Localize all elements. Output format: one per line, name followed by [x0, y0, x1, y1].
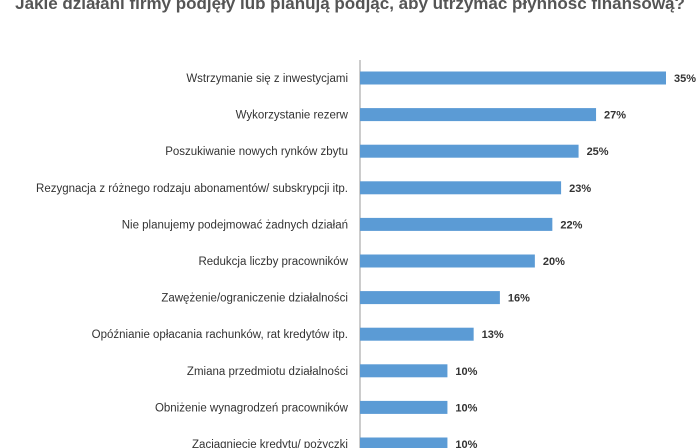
category-label: Wstrzymanie się z inwestycjami: [186, 73, 348, 85]
category-label: Wykorzystanie rezerw: [236, 110, 349, 122]
category-label: Zaciągnięcie kredytu/ pożyczki: [192, 439, 348, 448]
category-label: Nie planujemy podejmować żadnych działań: [122, 219, 348, 231]
bar: [360, 71, 666, 85]
bar: [360, 217, 553, 231]
value-label: 10%: [455, 366, 477, 378]
value-label: 35%: [674, 73, 696, 85]
category-label: Redukcja liczby pracowników: [198, 256, 348, 268]
value-label: 13%: [482, 329, 504, 341]
category-label: Zmiana przedmiotu działalności: [187, 366, 348, 378]
value-label: 27%: [604, 110, 626, 122]
bar: [360, 327, 474, 341]
bar: [360, 400, 448, 414]
value-label: 10%: [455, 439, 477, 448]
bar: [360, 108, 597, 122]
category-label: Obniżenie wynagrodzeń pracowników: [155, 402, 349, 414]
bar: [360, 364, 448, 378]
category-label: Zawężenie/ograniczenie działalności: [161, 293, 348, 305]
category-label: Opóźnianie opłacania rachunków, rat kred…: [92, 329, 348, 341]
bar: [360, 144, 579, 158]
chart-title: Jakie działani firmy podjęły lub planują…: [15, 0, 685, 13]
bar: [360, 254, 535, 268]
value-label: 10%: [455, 402, 477, 414]
bar: [360, 291, 500, 305]
value-label: 20%: [543, 256, 565, 268]
value-label: 22%: [560, 219, 582, 231]
value-label: 23%: [569, 183, 591, 195]
bars-layer: Wstrzymanie się z inwestycjami 35% Wykorzy…: [36, 60, 696, 448]
value-label: 25%: [587, 146, 609, 158]
bar: [360, 181, 562, 195]
bar: [360, 437, 448, 448]
value-label: 16%: [508, 293, 530, 305]
category-label: Rezygnacja z różnego rodzaju abonamentów…: [36, 183, 348, 195]
category-label: Poszukiwanie nowych rynków zbytu: [165, 146, 348, 158]
